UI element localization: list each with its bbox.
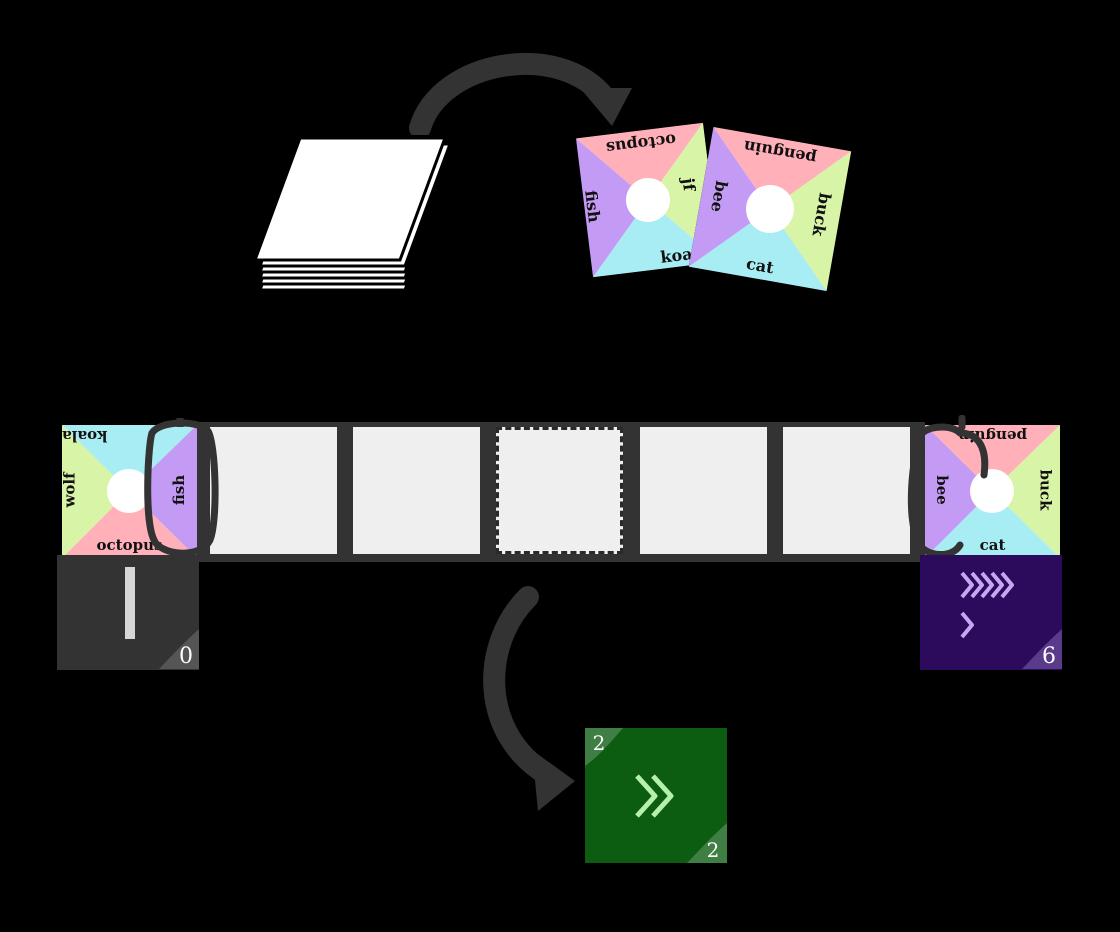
double-chevron-right-icon xyxy=(635,774,674,818)
left-player-card[interactable]: koala wolf fish octopus xyxy=(60,425,197,558)
track-slot[interactable] xyxy=(783,427,910,554)
tile-art-icon xyxy=(688,126,852,292)
card-label-bottom: octopus xyxy=(96,536,163,554)
card-label-left: wolf xyxy=(60,472,79,508)
left-edge-highlight xyxy=(144,418,219,557)
tile-art-icon xyxy=(575,122,721,278)
card-label-bottom: cat xyxy=(979,536,1006,554)
right-player-panel: 6 xyxy=(920,555,1062,670)
right-player-card[interactable]: penguin bee buck cat xyxy=(925,425,1060,558)
number-badge-icon: 2 xyxy=(687,823,727,863)
track-slot[interactable] xyxy=(353,427,480,554)
score-value: 0 xyxy=(179,644,193,669)
score-badge-icon: 0 xyxy=(159,629,199,669)
track-slot[interactable] xyxy=(210,427,337,554)
track-slot-target[interactable] xyxy=(496,427,623,554)
card-label-left: fish xyxy=(581,189,604,224)
card-label-right: buck xyxy=(1036,469,1055,511)
card-stack-icon xyxy=(252,136,453,292)
number-badge-icon: 2 xyxy=(585,728,623,766)
deck[interactable] xyxy=(245,130,460,305)
card-label-right: jf xyxy=(678,176,699,192)
score-value: 6 xyxy=(1042,644,1056,669)
score-badge-icon: 6 xyxy=(1022,629,1062,669)
discard-card-1: octopus fish jf koala xyxy=(575,122,721,278)
track-slot[interactable] xyxy=(640,427,767,554)
right-edge-highlight xyxy=(907,415,989,558)
move-number-bottom: 2 xyxy=(707,838,720,862)
move-card[interactable]: 2 2 xyxy=(585,728,727,863)
left-player-panel: 0 xyxy=(57,555,199,670)
tile-art-icon xyxy=(925,425,1060,558)
tile-art-icon xyxy=(62,425,197,558)
move-number-top: 2 xyxy=(593,731,606,755)
arc-arrow-down xyxy=(483,586,575,811)
arc-arrow-right xyxy=(409,52,632,135)
discard-card-2: penguin bee buck cat xyxy=(688,126,852,292)
chevrons-icon xyxy=(960,571,1014,639)
turn-marker-icon xyxy=(125,567,135,639)
